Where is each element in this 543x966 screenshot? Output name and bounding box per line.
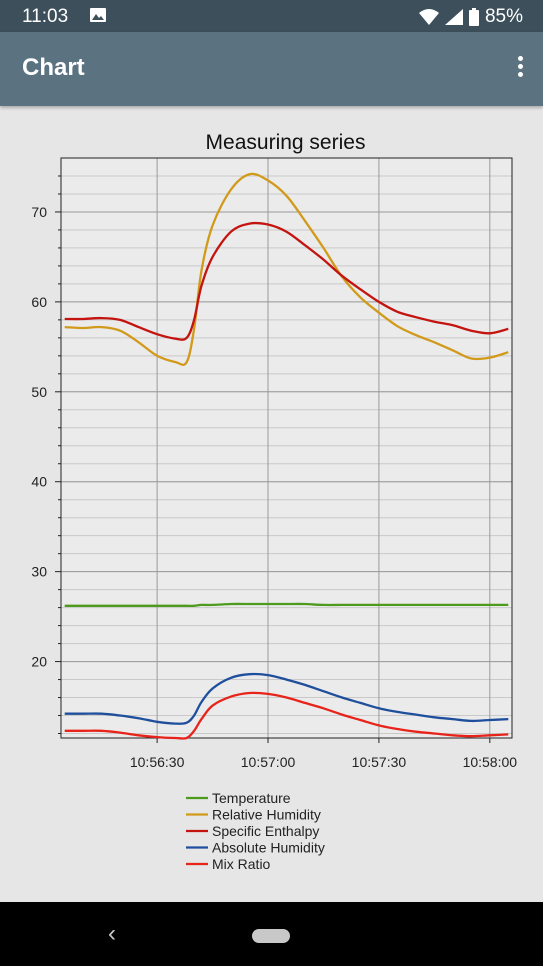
x-tick-label: 10:57:00 [241, 754, 296, 770]
battery-icon [468, 8, 479, 26]
home-pill-icon[interactable] [252, 929, 290, 943]
series-line-mix-ratio [64, 691, 509, 740]
legend-label-mix-ratio: Mix Ratio [212, 856, 271, 872]
x-tick-label: 10:56:30 [130, 754, 185, 770]
signal-icon [444, 9, 463, 25]
wifi-icon [418, 9, 439, 25]
series-line-relative-humidity [64, 172, 509, 366]
app-bar: Chart [0, 32, 543, 106]
legend-label-temperature: Temperature [212, 790, 291, 806]
series-line-absolute-humidity [64, 672, 509, 725]
image-icon [90, 8, 106, 22]
line-chart: 20 30 40 50 60 70 10:56:30 10:57:00 10:57:30 10:5… [31, 131, 518, 872]
back-icon[interactable]: ‹ [108, 920, 116, 947]
battery-percent: 85% [484, 6, 523, 27]
y-tick-label: 50 [31, 384, 47, 400]
status-icons: 85% [418, 6, 523, 28]
navigation-bar: ‹ [0, 902, 543, 966]
legend-label-specific-enthalpy: Specific Enthalpy [212, 823, 319, 839]
series-line-temperature [64, 602, 509, 608]
y-tick-label: 20 [31, 654, 47, 670]
chart-title: Measuring series [206, 131, 366, 154]
page-title: Chart [22, 54, 85, 81]
plot-area [61, 158, 512, 738]
status-bar: 11:03 85% [0, 0, 543, 32]
x-tick-label: 10:58:00 [463, 754, 518, 770]
status-time: 11:03 [22, 6, 69, 27]
plot-border [60, 157, 513, 739]
series-line-specific-enthalpy [64, 221, 509, 341]
chart-container: 20 30 40 50 60 70 10:56:30 10:57:00 10:57:30 10:5… [0, 106, 543, 902]
legend-label-absolute-humidity: Absolute Humidity [212, 840, 325, 856]
y-tick-label: 30 [31, 564, 47, 580]
legend-label-relative-humidity: Relative Humidity [212, 807, 321, 823]
y-tick-label: 40 [31, 474, 47, 490]
y-tick-label: 70 [31, 204, 47, 220]
x-tick-label: 10:57:30 [352, 754, 407, 770]
y-tick-label: 60 [31, 294, 47, 310]
overflow-menu-icon[interactable] [515, 56, 525, 82]
